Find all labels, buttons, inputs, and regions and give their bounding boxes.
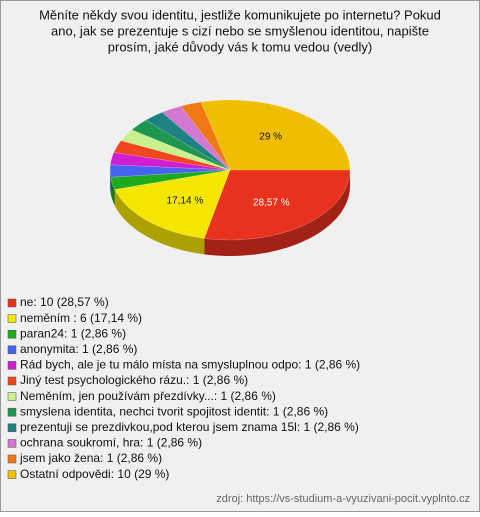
- legend-swatch: [7, 361, 17, 370]
- slice: [109, 164, 231, 178]
- legend-swatch: [7, 329, 17, 339]
- slice: [110, 169, 231, 190]
- slice: [203, 169, 351, 241]
- legend-swatch: [7, 345, 17, 355]
- source: zdroj: https://vs-studium-a-vyuzivani-po…: [216, 493, 470, 505]
- slice: [110, 152, 231, 171]
- slice-side: [204, 170, 350, 256]
- slice: [120, 129, 231, 171]
- legend-swatch: [7, 376, 17, 386]
- slice-label: 17,14 %: [167, 195, 204, 206]
- slice-side: [110, 170, 111, 194]
- legend-swatch: [7, 454, 17, 464]
- title-line: Měníte někdy svou identitu, jestliže kom…: [39, 7, 441, 22]
- legend-label: Ostatní odpovědi: 10 (29 %): [20, 467, 169, 481]
- legend-label: jsem jako žena: 1 (2,86 %): [19, 451, 162, 465]
- legend-label: neměním : 6 (17,14 %): [20, 311, 142, 325]
- slice-side: [114, 189, 205, 255]
- slice: [145, 111, 231, 171]
- legend-swatch: [7, 314, 17, 323]
- legend-label: Neměním, jen používám přezdívky...: 1 (2…: [20, 389, 276, 403]
- legend-label: Jiný test psychologického rázu.: 1 (2,86…: [20, 373, 248, 387]
- legend-swatch: [7, 423, 17, 433]
- legend-label: prezentuji se prezdivkou,pod kterou jsem…: [20, 420, 359, 434]
- slice: [161, 105, 231, 171]
- legend-label: smyslena identita, nechci tvorit spojito…: [20, 404, 328, 418]
- slice: [114, 169, 231, 239]
- slice: [131, 119, 231, 171]
- legend-swatch: [7, 298, 17, 308]
- legend-swatch: [7, 407, 17, 417]
- slice-label: 28,57 %: [253, 197, 290, 208]
- slice-side: [110, 177, 115, 206]
- slice: [113, 140, 231, 171]
- slice-label: 29 %: [259, 132, 282, 143]
- slice: [200, 99, 351, 171]
- title-line: prosím, jaké důvody vás k tomu vedou (ve…: [108, 39, 372, 54]
- title-line: ano, jak se prezentuje s cizí nebo se sm…: [51, 23, 429, 38]
- legend-swatch: [7, 392, 17, 401]
- legend-swatch: [7, 439, 17, 448]
- legend-swatch: [7, 470, 17, 479]
- legend-label: Rád bych, ale je tu málo místa na smyslu…: [20, 358, 360, 372]
- slice: [180, 101, 231, 171]
- legend-label: anonymita: 1 (2,86 %): [20, 342, 137, 356]
- legend-label: ochrana soukromí, hra: 1 (2,86 %): [20, 436, 202, 450]
- legend-label: ne: 10 (28,57 %): [20, 295, 109, 309]
- legend-label: paran24: 1 (2,86 %): [20, 326, 126, 340]
